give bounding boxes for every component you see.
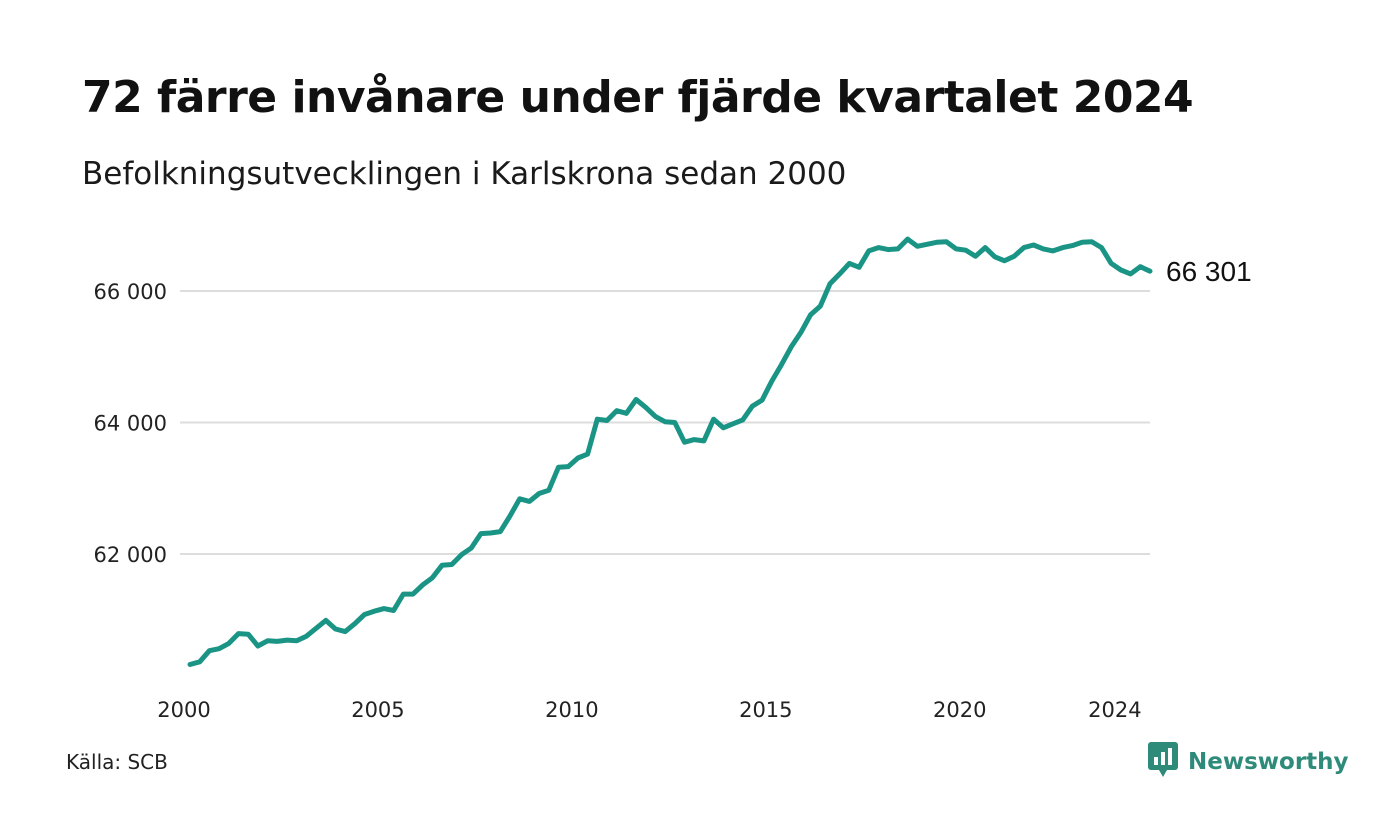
- series-line: [187, 236, 1153, 667]
- end-value-label: 66 301: [1166, 256, 1252, 287]
- y-tick-label: 66 000: [94, 280, 167, 304]
- chart-subtitle: Befolkningsutvecklingen i Karlskrona sed…: [82, 156, 847, 192]
- series-layer: [187, 236, 1153, 667]
- source-note: Källa: SCB: [66, 750, 168, 774]
- newsworthy-logo-icon: [1148, 742, 1178, 782]
- y-tick-label: 62 000: [94, 543, 167, 567]
- chart-title: 72 färre invånare under fjärde kvartalet…: [82, 72, 1194, 123]
- x-tick-label: 2010: [545, 698, 598, 722]
- y-tick-label: 64 000: [94, 412, 167, 436]
- annotation-layer: 66 301: [1166, 256, 1252, 287]
- x-tick-label: 2020: [933, 698, 986, 722]
- x-tick-label: 2005: [351, 698, 404, 722]
- x-tick-label: 2024: [1088, 698, 1141, 722]
- brand-name: Newsworthy: [1188, 749, 1349, 775]
- brand[interactable]: Newsworthy: [1148, 742, 1349, 782]
- x-tick-label: 2000: [157, 698, 210, 722]
- y-axis-tick-labels: 62 000 64 000 66 000: [94, 280, 167, 567]
- x-tick-label: 2015: [739, 698, 792, 722]
- x-axis-tick-labels: 2000 2005 2010 2015 2020 2024: [157, 698, 1141, 722]
